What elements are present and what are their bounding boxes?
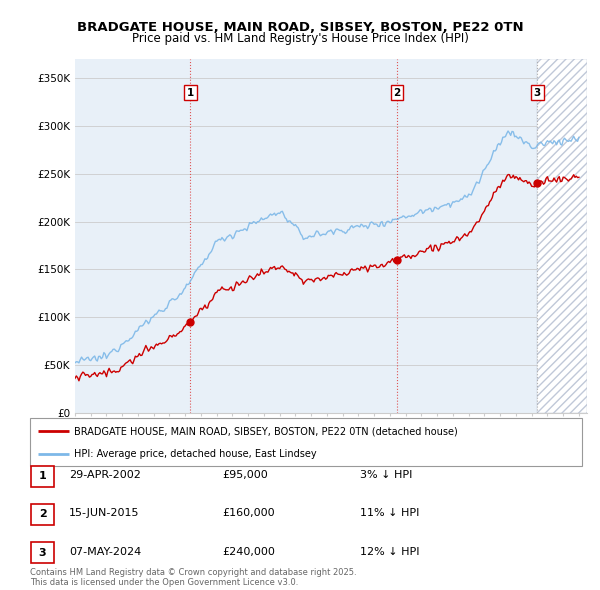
Text: £95,000: £95,000 (222, 470, 268, 480)
Text: HPI: Average price, detached house, East Lindsey: HPI: Average price, detached house, East… (74, 449, 317, 459)
Text: 1: 1 (39, 471, 46, 481)
Text: BRADGATE HOUSE, MAIN ROAD, SIBSEY, BOSTON, PE22 0TN: BRADGATE HOUSE, MAIN ROAD, SIBSEY, BOSTO… (77, 21, 523, 34)
Text: 3: 3 (39, 548, 46, 558)
Text: BRADGATE HOUSE, MAIN ROAD, SIBSEY, BOSTON, PE22 0TN (detached house): BRADGATE HOUSE, MAIN ROAD, SIBSEY, BOSTO… (74, 426, 458, 436)
Text: 3% ↓ HPI: 3% ↓ HPI (360, 470, 412, 480)
Text: Contains HM Land Registry data © Crown copyright and database right 2025.
This d: Contains HM Land Registry data © Crown c… (30, 568, 356, 587)
Text: 15-JUN-2015: 15-JUN-2015 (69, 509, 139, 518)
Text: £240,000: £240,000 (222, 547, 275, 556)
Text: 29-APR-2002: 29-APR-2002 (69, 470, 141, 480)
Bar (190, 59, 538, 413)
Text: Price paid vs. HM Land Registry's House Price Index (HPI): Price paid vs. HM Land Registry's House … (131, 32, 469, 45)
Text: £160,000: £160,000 (222, 509, 275, 518)
Text: 2: 2 (394, 88, 401, 97)
Text: 1: 1 (187, 88, 194, 97)
Text: 11% ↓ HPI: 11% ↓ HPI (360, 509, 419, 518)
Text: 12% ↓ HPI: 12% ↓ HPI (360, 547, 419, 556)
Text: 07-MAY-2024: 07-MAY-2024 (69, 547, 141, 556)
Text: 2: 2 (39, 510, 46, 519)
Text: 3: 3 (534, 88, 541, 97)
